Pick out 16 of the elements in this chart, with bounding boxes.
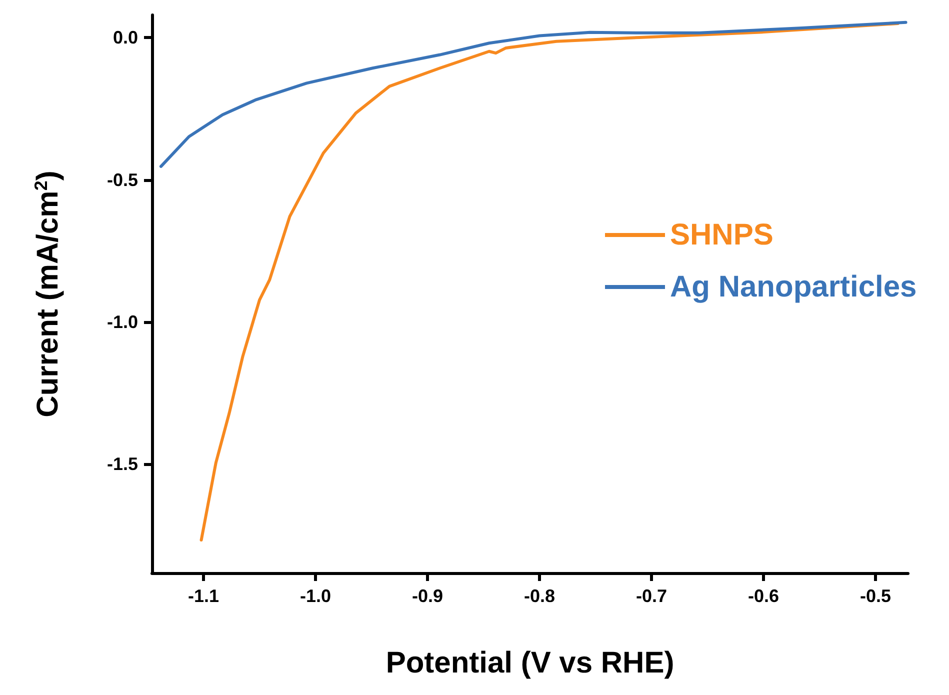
x-tick-label: -0.9 — [412, 586, 444, 606]
y-axis-title: Current (mA/cm2) — [31, 170, 64, 418]
y-tick-label: -1.5 — [106, 454, 138, 474]
y-tick-label: 0.0 — [112, 28, 138, 48]
legend-label: SHNPS — [670, 218, 774, 252]
line-series — [159, 20, 908, 168]
legend-label: Ag Nanoparticles — [670, 270, 917, 304]
x-tick-label: -1.0 — [300, 586, 332, 606]
x-tick-label: -0.8 — [524, 586, 556, 606]
x-axis-title: Potential (V vs RHE) — [386, 646, 674, 680]
y-tick-label: -0.5 — [106, 170, 138, 190]
x-tick-label: -0.7 — [636, 586, 668, 606]
y-tick-label: -1.0 — [106, 312, 138, 332]
x-tick-label: -1.1 — [188, 586, 220, 606]
x-tick-label: -0.6 — [748, 586, 780, 606]
x-tick-label: -0.5 — [860, 586, 892, 606]
